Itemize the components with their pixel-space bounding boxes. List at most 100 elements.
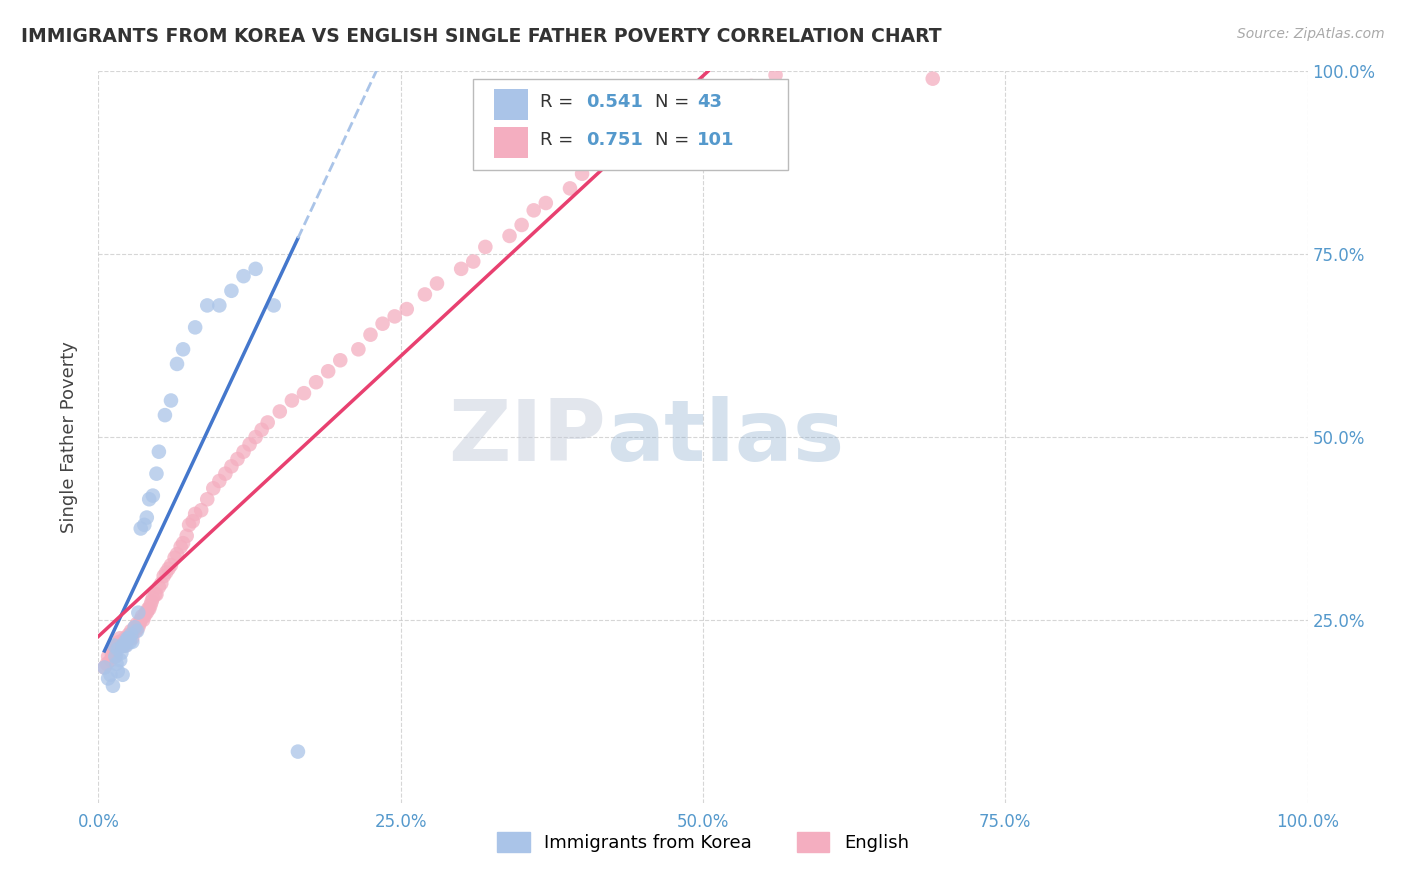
- Point: [329, 353, 352, 368]
- Point: [558, 181, 581, 195]
- Point: [117, 632, 139, 646]
- Point: [103, 642, 125, 657]
- Point: [111, 639, 134, 653]
- Point: [534, 196, 557, 211]
- Point: [129, 613, 152, 627]
- Point: [131, 609, 153, 624]
- Point: [105, 657, 128, 671]
- Point: [239, 437, 262, 451]
- Point: [208, 474, 231, 488]
- Text: 0.751: 0.751: [586, 131, 643, 149]
- Text: N =: N =: [655, 93, 695, 111]
- Point: [127, 620, 149, 634]
- Point: [150, 576, 173, 591]
- Point: [221, 459, 243, 474]
- Point: [108, 653, 131, 667]
- Point: [107, 642, 129, 657]
- Text: atlas: atlas: [606, 395, 845, 479]
- Point: [583, 156, 606, 170]
- Point: [108, 639, 131, 653]
- Point: [122, 624, 145, 638]
- Point: [104, 649, 127, 664]
- Point: [169, 540, 191, 554]
- Point: [114, 639, 136, 653]
- Point: [128, 616, 150, 631]
- Point: [571, 167, 593, 181]
- Point: [127, 624, 149, 638]
- Point: [181, 514, 204, 528]
- Point: [108, 635, 131, 649]
- Point: [232, 269, 254, 284]
- Point: [155, 566, 177, 580]
- Point: [105, 642, 128, 657]
- Point: [127, 616, 149, 631]
- Point: [292, 386, 315, 401]
- Point: [426, 277, 449, 291]
- Point: [134, 517, 156, 532]
- Point: [142, 591, 165, 605]
- Point: [96, 657, 118, 671]
- Point: [450, 261, 472, 276]
- Point: [250, 423, 273, 437]
- Point: [190, 503, 212, 517]
- Text: Source: ZipAtlas.com: Source: ZipAtlas.com: [1237, 27, 1385, 41]
- Point: [121, 632, 143, 646]
- Point: [120, 627, 142, 641]
- Point: [523, 203, 546, 218]
- Point: [160, 558, 183, 573]
- Point: [108, 632, 131, 646]
- FancyBboxPatch shape: [474, 78, 787, 170]
- Point: [740, 78, 762, 93]
- Point: [166, 547, 188, 561]
- Point: [256, 416, 278, 430]
- Point: [498, 228, 520, 243]
- Point: [287, 745, 309, 759]
- Point: [360, 327, 382, 342]
- Point: [413, 287, 436, 301]
- Point: [157, 562, 180, 576]
- Point: [105, 639, 128, 653]
- Point: [160, 393, 183, 408]
- Point: [107, 664, 129, 678]
- Point: [172, 343, 194, 357]
- Point: [679, 104, 702, 119]
- Point: [110, 635, 132, 649]
- Point: [111, 667, 134, 681]
- FancyBboxPatch shape: [494, 128, 527, 158]
- Legend: Immigrants from Korea, English: Immigrants from Korea, English: [489, 824, 917, 860]
- Point: [143, 587, 166, 601]
- Point: [141, 594, 163, 608]
- Point: [134, 609, 156, 624]
- Point: [305, 376, 328, 390]
- Point: [100, 653, 122, 667]
- Point: [127, 606, 149, 620]
- Point: [208, 298, 231, 312]
- Point: [114, 635, 136, 649]
- Point: [245, 430, 267, 444]
- Point: [704, 94, 727, 108]
- Point: [172, 536, 194, 550]
- Point: [631, 130, 654, 145]
- Text: 43: 43: [697, 93, 721, 111]
- Point: [347, 343, 370, 357]
- Point: [148, 444, 170, 458]
- Point: [226, 452, 249, 467]
- Point: [179, 517, 201, 532]
- Point: [114, 632, 136, 646]
- Point: [100, 646, 122, 660]
- Point: [184, 507, 207, 521]
- Point: [125, 624, 148, 638]
- Point: [97, 649, 120, 664]
- Point: [118, 627, 141, 641]
- Text: 101: 101: [697, 131, 734, 149]
- Point: [118, 635, 141, 649]
- Point: [93, 660, 115, 674]
- Point: [474, 240, 496, 254]
- Point: [232, 444, 254, 458]
- Point: [195, 298, 218, 312]
- Point: [118, 632, 141, 646]
- FancyBboxPatch shape: [494, 89, 527, 120]
- Point: [93, 660, 115, 674]
- Text: R =: R =: [540, 131, 579, 149]
- Point: [135, 606, 157, 620]
